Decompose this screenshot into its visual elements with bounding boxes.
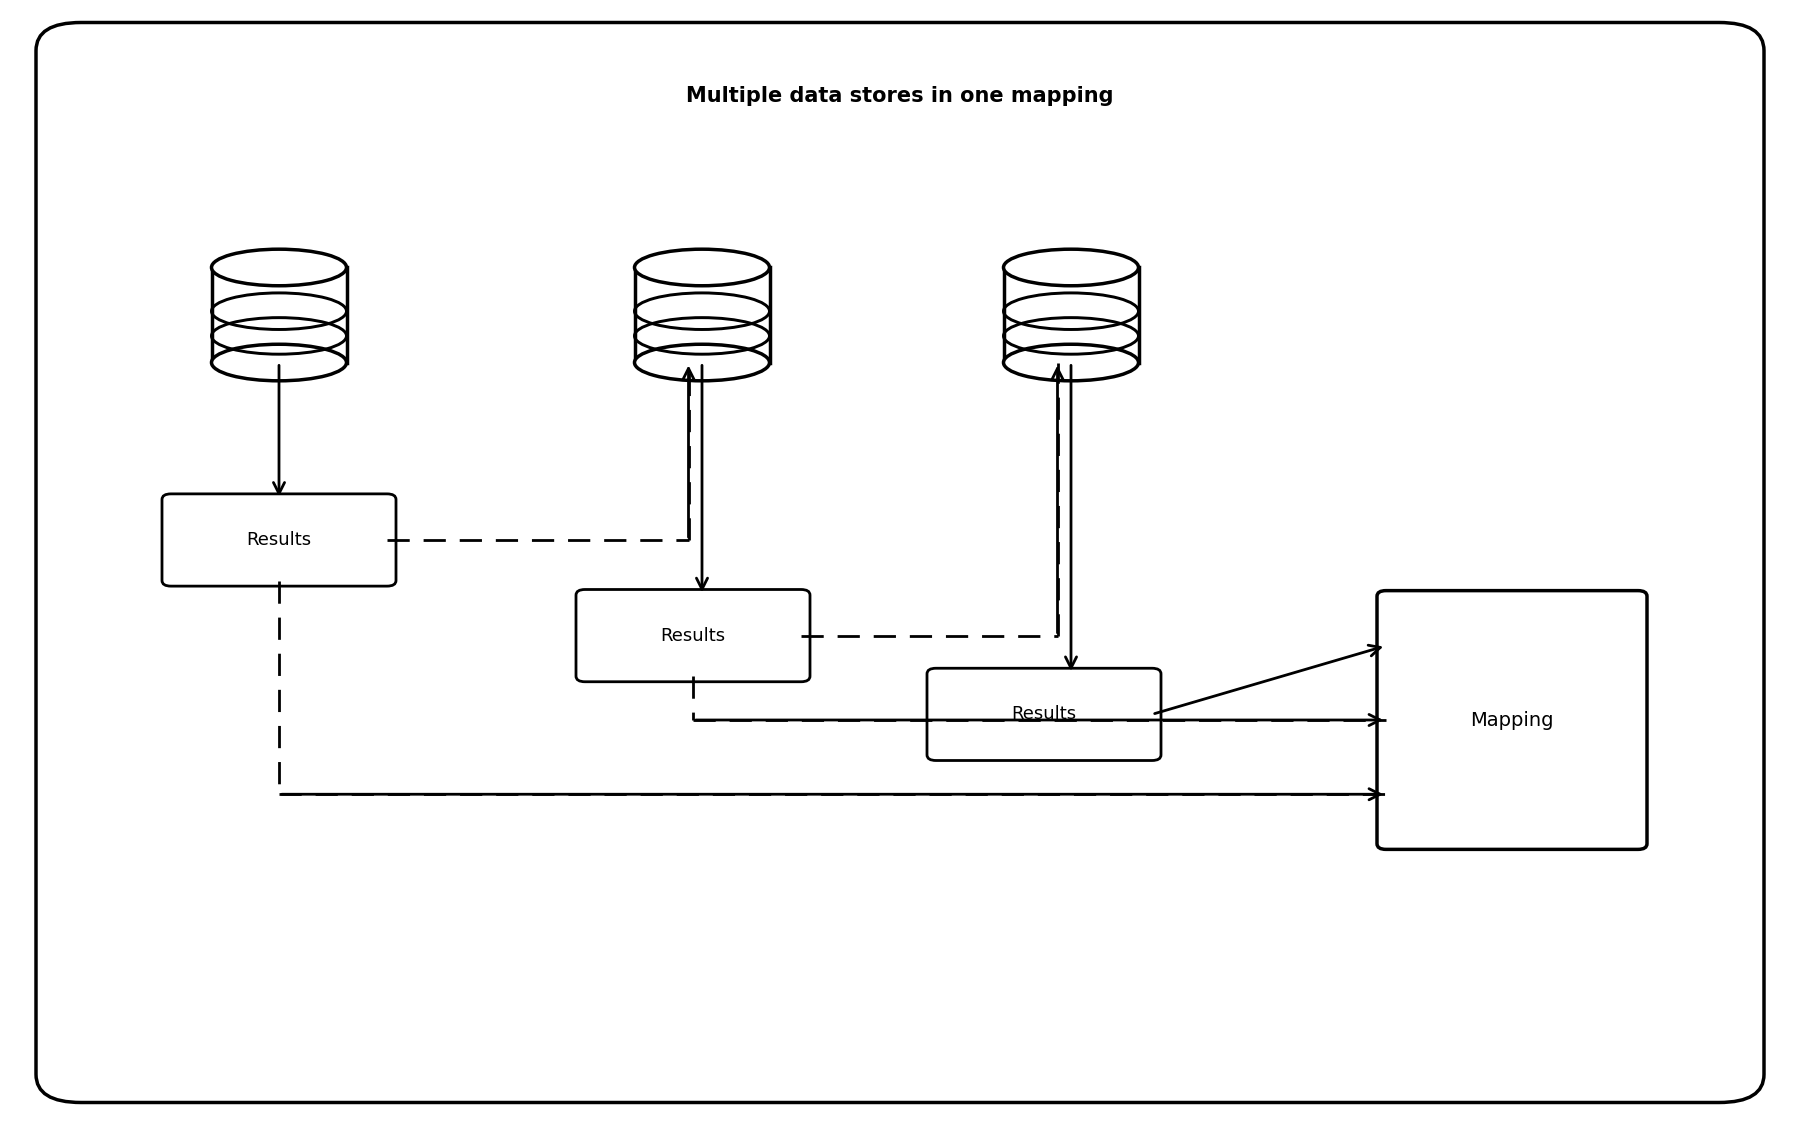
Text: Results: Results	[247, 531, 311, 549]
Ellipse shape	[1004, 344, 1138, 380]
Text: Mapping: Mapping	[1471, 711, 1553, 729]
Ellipse shape	[212, 344, 346, 380]
Text: Results: Results	[1012, 705, 1076, 723]
FancyBboxPatch shape	[162, 494, 396, 586]
FancyBboxPatch shape	[36, 22, 1764, 1102]
Polygon shape	[1004, 268, 1138, 362]
Polygon shape	[635, 268, 770, 362]
Ellipse shape	[634, 344, 770, 380]
Text: Multiple data stores in one mapping: Multiple data stores in one mapping	[686, 86, 1114, 106]
FancyBboxPatch shape	[576, 590, 810, 682]
Text: Results: Results	[661, 627, 725, 645]
Ellipse shape	[212, 249, 346, 286]
Polygon shape	[212, 268, 346, 362]
Ellipse shape	[1004, 249, 1138, 286]
Ellipse shape	[634, 249, 770, 286]
FancyBboxPatch shape	[1377, 591, 1647, 849]
FancyBboxPatch shape	[927, 668, 1161, 761]
